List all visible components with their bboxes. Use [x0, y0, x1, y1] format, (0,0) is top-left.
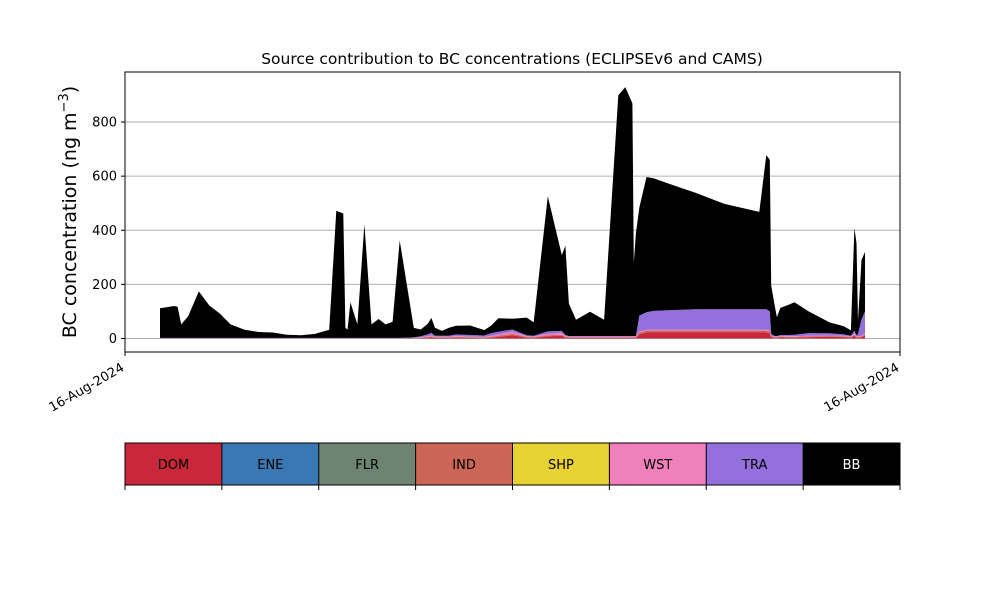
plot-frame: [124, 71, 901, 353]
legend-label-dom: DOM: [158, 458, 189, 473]
legend-label-flr: FLR: [355, 458, 379, 473]
legend-colorbar: DOM ENE FLR IND SHP WST TRA BB: [124, 442, 901, 490]
chart-title: Source contribution to BC concentrations…: [261, 50, 763, 68]
y-axis-label-superscript: −3: [57, 93, 72, 112]
legend-label-shp: SHP: [548, 458, 574, 473]
y-axis-label: BC concentration (ng m−3): [57, 86, 81, 338]
legend-label-tra: TRA: [741, 458, 767, 473]
y-tick-label: 400: [92, 224, 117, 239]
legend-swatch-dom: [125, 443, 222, 485]
legend-label-ind: IND: [452, 458, 476, 473]
y-tick-label: 600: [92, 170, 117, 185]
legend-swatch-wst: [609, 443, 707, 485]
legend-label-wst: WST: [643, 458, 672, 473]
y-ticks: 0 200 400 600 800: [92, 116, 125, 347]
legend-frame: [124, 442, 901, 486]
legend-swatch-bb: [803, 443, 900, 485]
y-tick-label: 0: [109, 332, 117, 347]
y-tick-label: 800: [92, 116, 117, 131]
y-tick-label: 200: [92, 278, 117, 293]
area-ind: [160, 330, 865, 339]
legend-swatch-shp: [512, 443, 610, 485]
y-axis-label-main: BC concentration (ng m: [59, 112, 81, 338]
legend-swatch-ind: [415, 443, 513, 485]
y-axis-label-close: ): [59, 86, 81, 93]
area-tra: [160, 309, 865, 339]
area-dom: [160, 332, 865, 339]
legend-label-bb: BB: [843, 458, 861, 473]
legend-swatch-ene: [221, 443, 319, 485]
legend-swatch-tra: [706, 443, 804, 485]
legend-label-ene: ENE: [257, 458, 283, 473]
legend-swatch-flr: [318, 443, 416, 485]
area-bb: [160, 87, 865, 338]
area-layers: [160, 87, 865, 339]
